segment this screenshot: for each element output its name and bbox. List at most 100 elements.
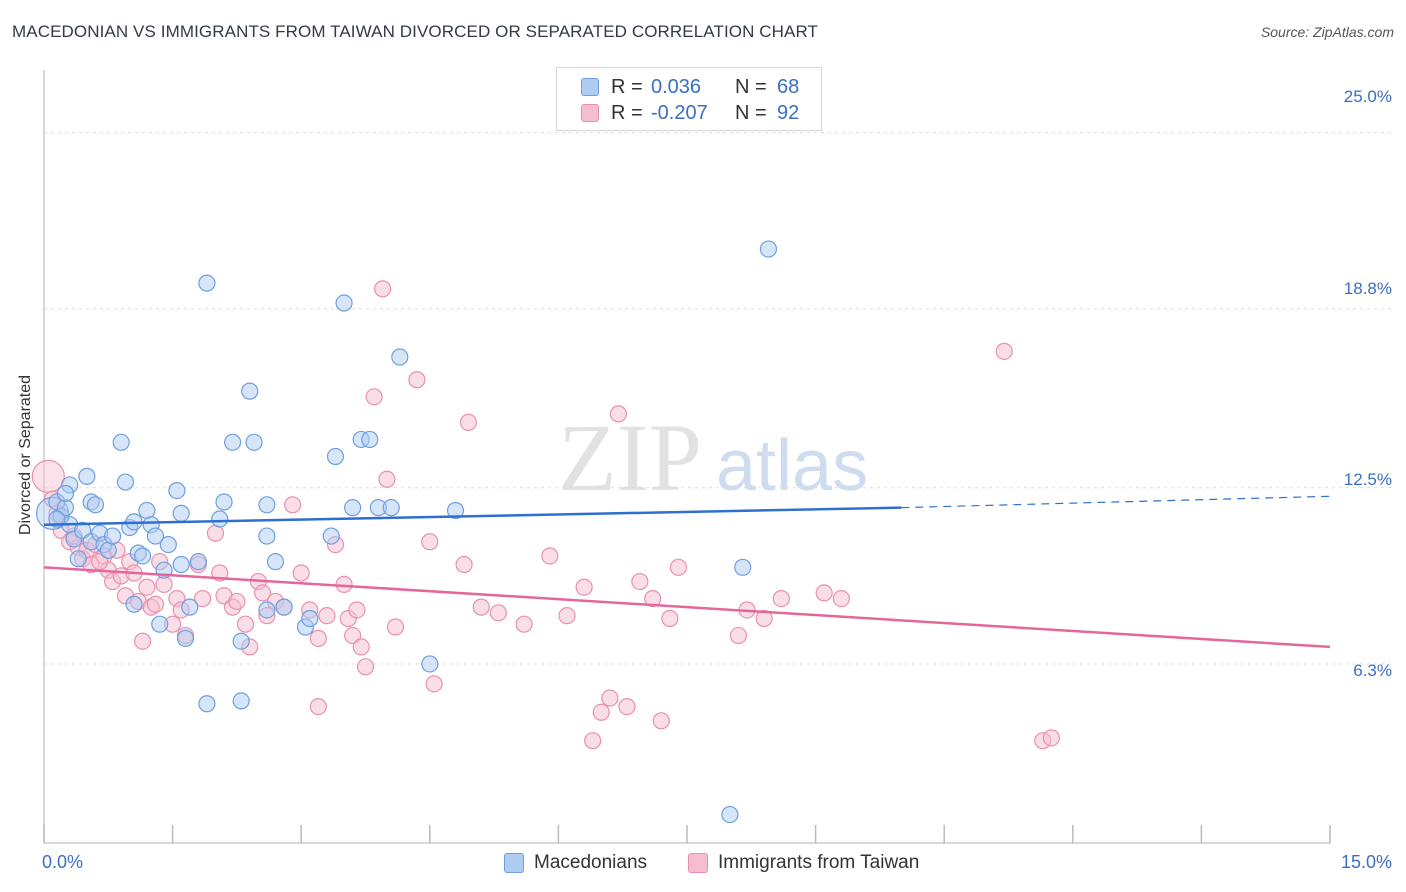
data-point [133,632,152,650]
data-point [56,484,75,503]
pink-swatch [581,104,599,122]
data-point [382,499,400,517]
data-point [815,584,833,602]
data-point [206,524,225,542]
data-point [266,553,285,571]
data-point [344,499,362,517]
data-point [378,470,396,488]
legend-item-taiwan[interactable]: Immigrants from Taiwan [688,852,919,874]
data-point [284,496,302,514]
data-point [609,405,628,423]
data-point [245,433,263,451]
trend-extension-macedonians [901,495,1331,509]
data-point [759,240,778,258]
data-point [391,348,409,366]
n-value: 92 [777,101,800,124]
x-tick-max: 15.0% [1340,852,1392,872]
data-point [661,609,679,628]
axes [43,70,1331,844]
data-point [644,589,662,608]
data-point [254,584,272,602]
data-point [69,550,87,568]
data-point [425,675,443,693]
data-point [275,598,293,616]
data-point [224,433,242,451]
data-point [618,697,636,716]
data-point [335,294,353,312]
data-point [236,615,255,633]
data-point [755,609,773,628]
data-point [421,533,439,551]
data-point [352,638,370,656]
gridlines [44,132,1392,665]
data-point [541,547,559,565]
data-point [365,388,383,406]
data-point [361,430,379,449]
legend-label: Immigrants from Taiwan [718,852,920,873]
x-tick-min: 0.0% [42,852,84,872]
watermark-atlas: atlas [716,426,868,506]
trend-lines [43,495,1331,649]
data-point [172,555,190,574]
y-tick-18-8: 18.8% [1343,279,1392,298]
data-point [772,589,790,608]
data-point [241,382,259,400]
n-value: 68 [777,75,800,98]
data-point [669,558,688,576]
data-point [318,607,336,625]
data-point [292,564,310,582]
r-value: -0.207 [651,101,708,124]
data-point [116,473,135,491]
data-point [584,732,602,750]
y-tick-25: 25.0% [1343,87,1392,106]
trend-line-taiwan [43,566,1331,649]
source-credit: Source: ZipAtlas.com [1260,24,1394,40]
n-label: N = [735,101,767,124]
data-point [601,689,619,707]
data-point [459,413,477,431]
correlation-legend: R = 0.036 N = 68 R = -0.207 N = 92 [556,67,822,131]
legend-row-macedonians: R = 0.036 N = 68 [581,74,799,100]
data-point [194,589,212,608]
n-label: N = [735,75,767,98]
data-point [86,496,105,514]
data-point [198,274,216,292]
data-point [631,572,649,591]
data-point [215,493,233,511]
data-point [159,535,177,554]
r-value: 0.036 [651,75,702,98]
watermark: ZIP atlas [558,404,868,511]
data-point [125,595,143,613]
legend-item-macedonians[interactable]: Macedonians [504,852,647,874]
data-point [515,615,533,633]
data-point [472,598,490,616]
blue-swatch [581,78,599,96]
data-point [146,595,165,613]
data-point [73,521,92,539]
data-point [198,695,216,713]
data-point [146,527,165,545]
data-point [232,632,250,650]
data-point [138,578,156,596]
blue-swatch [504,853,524,873]
series-legend: Macedonians Immigrants from Taiwan [0,852,1406,876]
legend-row-taiwan: R = -0.207 N = 92 [581,100,799,126]
data-point [228,592,246,611]
data-point [172,504,190,522]
y-tick-6-3: 6.3% [1353,661,1392,680]
data-point [489,604,507,622]
data-point [446,501,465,520]
y-axis-label: Divorced or Separated [17,374,34,536]
data-point [322,527,340,545]
series-macedonians-points [35,240,778,824]
data-point [558,607,576,625]
data-point [729,626,748,645]
data-point [258,601,276,619]
data-point [258,527,276,545]
data-point [309,697,327,716]
data-point [168,482,186,500]
pink-swatch [688,853,708,873]
r-label: R = [611,101,643,124]
data-point [995,342,1013,360]
